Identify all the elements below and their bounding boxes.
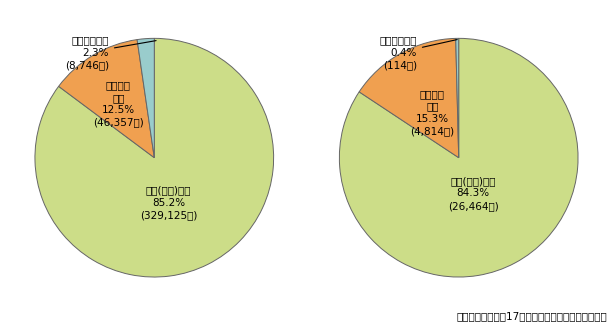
Text: 文部科学省「平成17年度学校基本調査」により作成: 文部科学省「平成17年度学校基本調査」により作成 bbox=[456, 311, 607, 321]
Wedge shape bbox=[359, 38, 459, 158]
Wedge shape bbox=[455, 38, 459, 158]
Text: 大学(学部)卒業
85.2%
(329,125人): 大学(学部)卒業 85.2% (329,125人) bbox=[140, 186, 197, 220]
Wedge shape bbox=[59, 40, 154, 158]
Wedge shape bbox=[137, 38, 154, 158]
Text: 修士課程
修了
12.5%
(46,357人): 修士課程 修了 12.5% (46,357人) bbox=[93, 80, 144, 128]
Text: 博士課程修了
0.4%
(114人): 博士課程修了 0.4% (114人) bbox=[379, 35, 457, 70]
Text: 大学(学部)卒業
84.3%
(26,464人): 大学(学部)卒業 84.3% (26,464人) bbox=[447, 176, 498, 211]
Wedge shape bbox=[35, 38, 273, 277]
Text: 博士課程修了
2.3%
(8,746人): 博士課程修了 2.3% (8,746人) bbox=[65, 35, 156, 70]
Text: 修士課程
修了
15.3%
(4,814人): 修士課程 修了 15.3% (4,814人) bbox=[410, 89, 454, 136]
Wedge shape bbox=[340, 38, 578, 277]
